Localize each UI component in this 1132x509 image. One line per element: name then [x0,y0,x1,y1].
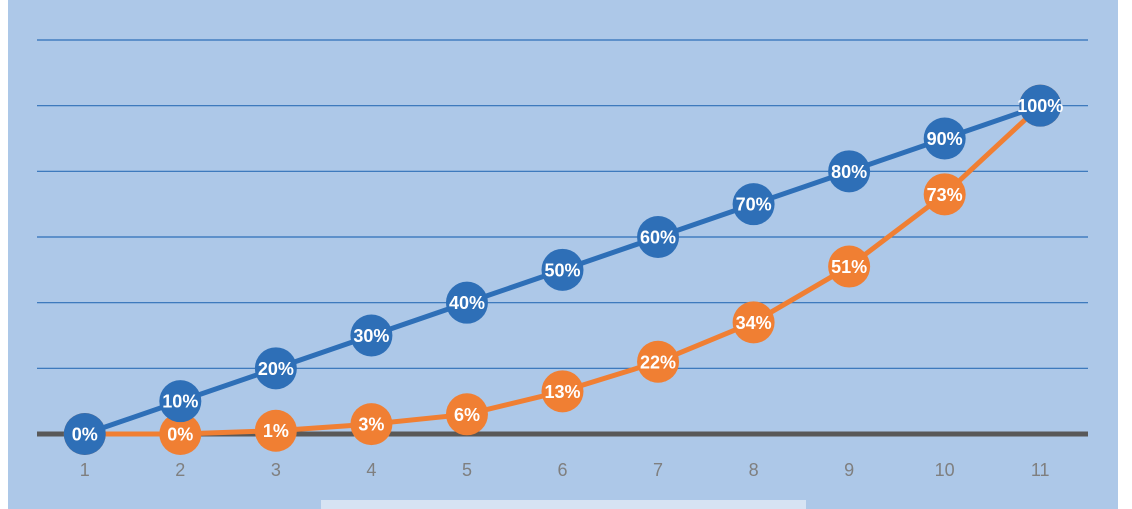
data-point [541,248,584,291]
x-tick-label: 11 [1031,460,1050,480]
data-point [637,216,680,258]
data-point [732,183,775,226]
data-point [445,393,488,436]
data-point [1019,84,1062,127]
x-tick-label: 5 [462,460,472,480]
legend-area [321,500,806,509]
data-point [159,413,202,455]
data-point [732,301,775,344]
data-label: 6% [454,405,480,425]
data-point [637,340,680,383]
gridlines [37,39,1088,369]
data-point [445,281,488,324]
data-label: 40% [449,293,485,313]
data-label: 51% [831,257,867,277]
data-label: 60% [640,228,676,248]
data-label: 3% [358,415,384,435]
data-label: 1% [263,421,289,441]
x-tick-label: 6 [557,460,567,480]
x-tick-label: 7 [653,460,663,480]
line-chart: 0% 0% 1% 3% 6% 13% 22% 34% 51% 73% 100%0% 10% 20% 30%… [37,39,1088,480]
data-point [63,413,106,455]
data-point [254,409,297,452]
data-point [350,314,393,357]
data-label: 0% [72,425,98,445]
x-tick-labels: 1 2 3 4 5 6 7 8 9 10 11 [80,460,1050,480]
data-point [159,380,202,423]
data-label: 13% [544,382,580,402]
series-1: 0% 10% 20% 30% 40% 50% 60% 70% 80% 90% 100% [63,84,1063,455]
data-point [923,117,966,160]
x-tick-label: 2 [175,460,185,480]
data-label: 50% [544,260,580,280]
data-point [541,370,584,413]
x-tick-label: 8 [749,460,759,480]
x-tick-label: 9 [844,460,854,480]
chart-area: 0% 0% 1% 3% 6% 13% 22% 34% 51% 73% 100%0% 10% 20% 30%… [8,0,1118,509]
data-label: 30% [353,326,389,346]
x-tick-label: 10 [935,460,955,480]
x-tick-label: 3 [271,460,281,480]
data-label: 70% [736,195,772,215]
data-label: 10% [162,392,198,412]
data-label: 20% [258,359,294,379]
data-label: 73% [927,185,963,205]
data-label: 34% [736,313,772,333]
series-layer: 0% 0% 1% 3% 6% 13% 22% 34% 51% 73% 100%0% 10% 20% 30%… [63,84,1063,455]
x-tick-label: 1 [80,460,90,480]
data-label: 80% [831,162,867,182]
data-label: 100% [1017,96,1063,116]
data-label: 0% [167,425,193,445]
data-point [828,245,871,288]
data-point [923,173,966,216]
x-tick-label: 4 [366,460,376,480]
data-point [254,347,297,390]
data-point [828,150,871,193]
data-point [350,403,393,446]
data-label: 90% [927,129,963,149]
data-label: 22% [640,352,676,372]
